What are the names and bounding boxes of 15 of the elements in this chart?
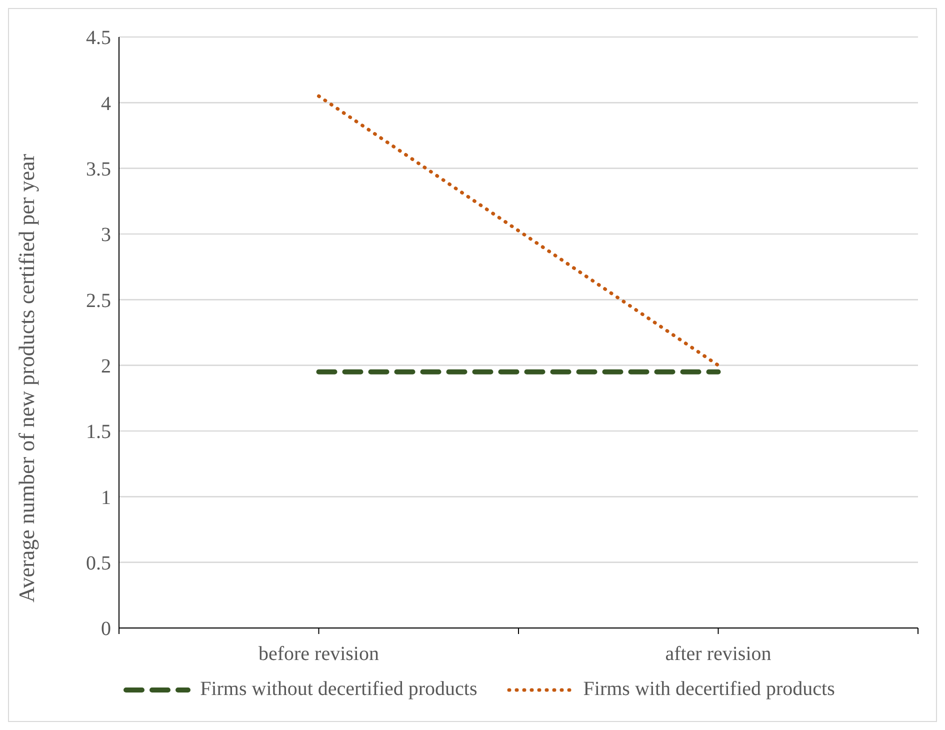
y-tick-label: 0	[101, 618, 111, 640]
x-tick-label: after revision	[665, 643, 772, 666]
y-tick-label: 3	[101, 224, 111, 246]
legend-label: Firms with decertified products	[583, 678, 835, 701]
y-tick-label: 2	[101, 355, 111, 378]
y-tick-label: 2.5	[86, 290, 111, 312]
y-tick-label: 1.5	[86, 421, 111, 444]
x-tick-label: before revision	[258, 643, 380, 666]
y-tick-label: 0.5	[86, 552, 111, 574]
legend-label: Firms without decertified products	[200, 678, 478, 701]
y-tick-label: 4	[101, 92, 111, 115]
y-tick-label: 4.5	[86, 27, 111, 50]
y-axis-title: Average number of new products certified per year	[14, 153, 39, 602]
y-tick-label: 1	[101, 486, 111, 509]
y-tick-label: 3.5	[86, 158, 111, 180]
